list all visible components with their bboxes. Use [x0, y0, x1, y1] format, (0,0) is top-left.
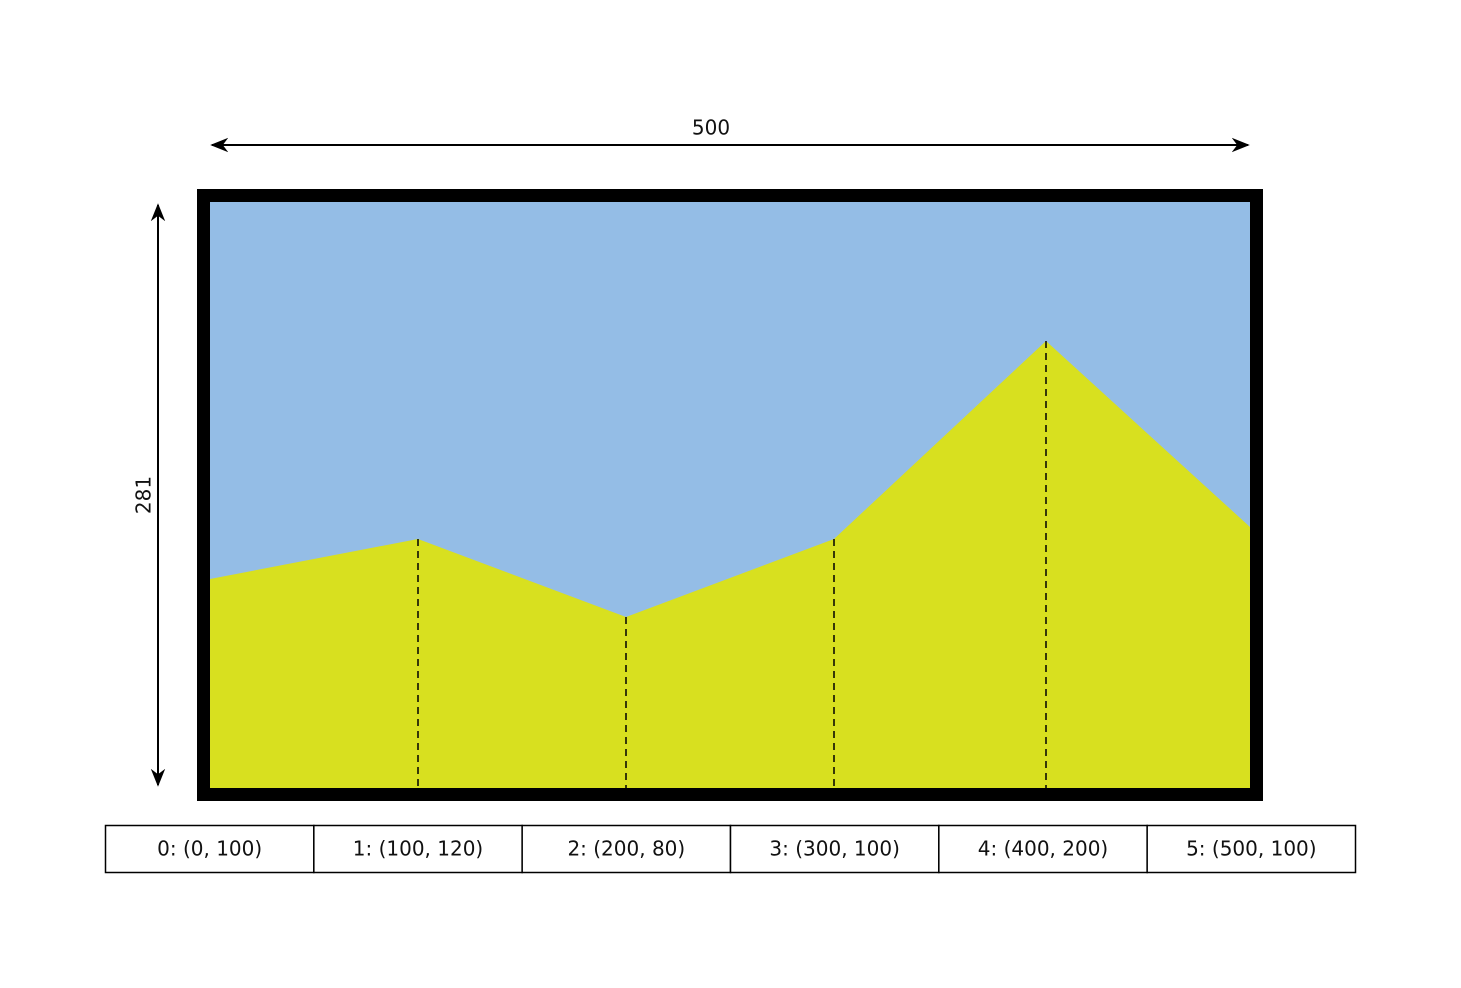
table-cell [729, 824, 940, 874]
guides [417, 341, 1047, 788]
cell-label: 5: (500, 100) [1186, 837, 1317, 861]
height-label: 281 [132, 476, 156, 514]
frame [197, 189, 1263, 801]
cell-label: 1: (100, 120) [353, 837, 484, 861]
cell-label: 0: (0, 100) [157, 837, 262, 861]
table-cell [938, 824, 1148, 874]
width-label: 500 [692, 116, 730, 140]
table-cell [1146, 824, 1357, 874]
cell-label: 2: (200, 80) [567, 837, 685, 861]
points-table: 0: (0, 100) 1: (100, 120) 2: (200, 80) 3: (… [104, 824, 1357, 874]
cell-label: 4: (400, 200) [978, 837, 1109, 861]
table-cell [313, 824, 523, 874]
cell-label: 3: (300, 100) [769, 837, 900, 861]
table-cell [104, 824, 315, 874]
terrain [210, 341, 1250, 788]
